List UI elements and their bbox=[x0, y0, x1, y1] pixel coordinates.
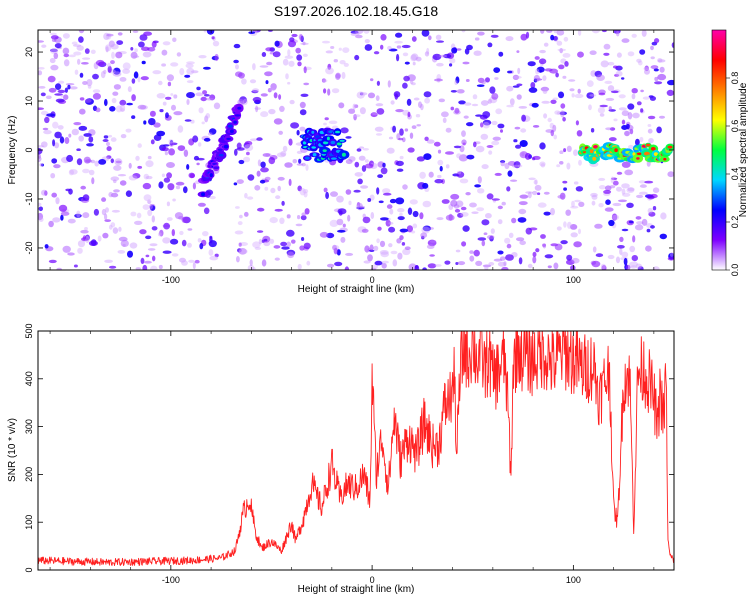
snr-series-line bbox=[38, 331, 674, 567]
colorbar-tick-label: 0.4 bbox=[730, 168, 740, 181]
spectrogram-xlabel: Height of straight line (km) bbox=[298, 284, 415, 295]
colorbar-gradient bbox=[712, 30, 726, 270]
colorbar-tick-label: 0.2 bbox=[730, 216, 740, 229]
heatmap-feature-cluster-left bbox=[299, 127, 350, 164]
y-tick-label: 20 bbox=[24, 47, 34, 57]
heatmap-feature-carrier-line bbox=[577, 142, 674, 165]
spectrogram-ylabel: Frequency (Hz) bbox=[7, 116, 18, 185]
y-tick-label: 0 bbox=[24, 567, 34, 572]
y-tick-label: 100 bbox=[24, 515, 34, 530]
y-tick-label: 10 bbox=[24, 96, 34, 106]
x-tick-label: -100 bbox=[162, 275, 180, 285]
y-tick-label: 200 bbox=[24, 467, 34, 482]
x-tick-label: -100 bbox=[162, 575, 180, 585]
y-tick-label: 500 bbox=[24, 323, 34, 338]
colorbar: 0.0 0.2 0.4 0.6 0.8 Normalized spectral ampl… bbox=[711, 29, 749, 277]
x-tick-label: 0 bbox=[370, 575, 375, 585]
colorbar-ticks: 0.0 0.2 0.4 0.6 0.8 bbox=[726, 72, 740, 277]
spectrogram-frame bbox=[37, 29, 675, 271]
snr-ylabel: SNR (10 * v/v) bbox=[7, 418, 18, 482]
colorbar-tick-label: 0.8 bbox=[730, 72, 740, 85]
x-tick-label: 100 bbox=[566, 575, 581, 585]
chart-title: S197.2026.102.18.45.G18 bbox=[274, 3, 438, 19]
snr-panel: -100 0 100 0 100 200 300 400 500 Height of strai… bbox=[7, 323, 675, 595]
y-tick-label: 300 bbox=[24, 419, 34, 434]
colorbar-tick-label: 0.0 bbox=[730, 264, 740, 277]
snr-axes: -100 0 100 0 100 200 300 400 500 bbox=[24, 323, 674, 585]
spectrogram-heatmap bbox=[38, 30, 674, 270]
y-tick-label: -20 bbox=[24, 241, 34, 254]
x-tick-label: 100 bbox=[566, 275, 581, 285]
colorbar-label: Normalized spectral amplitude bbox=[738, 82, 749, 217]
snr-frame bbox=[37, 330, 675, 571]
x-tick-label: 0 bbox=[370, 275, 375, 285]
heatmap-feature-diagonal-streak bbox=[197, 103, 244, 198]
snr-xlabel: Height of straight line (km) bbox=[298, 584, 415, 595]
colorbar-frame bbox=[711, 29, 727, 271]
y-tick-label: -10 bbox=[24, 192, 34, 205]
y-tick-label: 0 bbox=[24, 147, 34, 152]
colorbar-tick-label: 0.6 bbox=[730, 120, 740, 133]
y-tick-label: 400 bbox=[24, 371, 34, 386]
